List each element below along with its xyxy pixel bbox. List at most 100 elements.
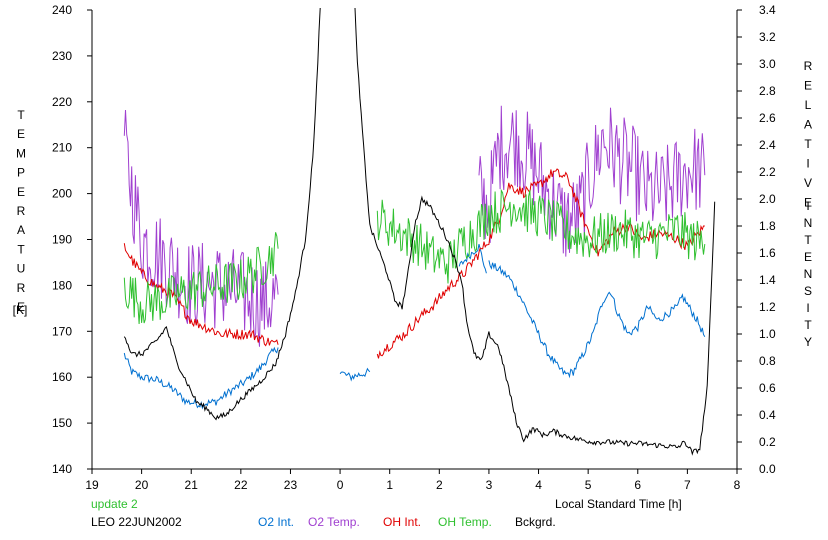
y-right-tick-label: 2.4 [759, 138, 776, 152]
y-left-label-letter: R [17, 281, 26, 295]
legend-entry: O2 Temp. [308, 515, 360, 529]
y-left-tick-label: 140 [52, 462, 72, 476]
legend-entry: Bckgrd. [515, 515, 556, 529]
series-line [123, 346, 279, 410]
y-right-label-letter: V [804, 176, 812, 190]
y-right-label-letter: E [804, 79, 812, 93]
series-line [376, 188, 706, 284]
y-right-label-letter: N [804, 267, 813, 281]
y-right-tick-label: 0.6 [759, 381, 776, 395]
x-tick-label: 23 [284, 478, 298, 492]
y-right-label-letter: Y [804, 335, 812, 349]
y-right-tick-label: 2.6 [759, 111, 776, 125]
legend: O2 Int. O2 Temp. OH Int. OH Temp. Bckgrd. [258, 515, 556, 529]
x-tick-label: 3 [486, 478, 493, 492]
y-right-label-letter: T [804, 318, 812, 332]
y-left-label-letter: E [17, 185, 25, 199]
y-left-tick-label: 220 [52, 95, 72, 109]
y-left-label-letter: R [17, 204, 26, 218]
y-left-tick-label: 190 [52, 233, 72, 247]
y-right-tick-label: 3.4 [759, 3, 776, 17]
x-tick-label: 2 [436, 478, 443, 492]
y-left-tick-label: 230 [52, 49, 72, 63]
y-right-tick-label: 3.0 [759, 57, 776, 71]
y-right-label-letter: T [804, 137, 812, 151]
axes: 19 20 21 22 23 0 1 2 3 4 5 6 7 8140150160170180190200… [52, 3, 776, 492]
status-note: update 2 [91, 497, 138, 511]
legend-entry: OH Temp. [438, 515, 492, 529]
y-right-label-letter: S [804, 284, 812, 298]
series-line [123, 109, 279, 347]
y-right-label-letter: T [804, 233, 812, 247]
series-line [354, 7, 716, 456]
y-right-tick-label: 0.0 [759, 462, 776, 476]
y-right-label-letter: I [806, 301, 809, 315]
series-line [458, 243, 487, 274]
y-right-tick-label: 0.8 [759, 354, 776, 368]
y-right-label-letter: E [804, 250, 812, 264]
x-axis-label: Local Standard Time [h] [555, 497, 682, 511]
y-right-tick-label: 2.0 [759, 192, 776, 206]
y-left-tick-label: 240 [52, 3, 72, 17]
station-label: LEO 22JUN2002 [91, 515, 182, 529]
y-left-label-letter: P [17, 166, 25, 180]
y-left-label-letter: E [17, 127, 25, 141]
series-bckgrd [123, 7, 716, 456]
y-right-tick-label: 1.2 [759, 300, 776, 314]
y-right-label-letter: E [804, 196, 812, 210]
y-left-unit-label: [K] [13, 303, 28, 317]
series-line [488, 260, 706, 379]
y-right-label-letter: L [805, 98, 812, 112]
series-line [123, 243, 279, 347]
y-left-tick-label: 210 [52, 141, 72, 155]
series-line [123, 7, 321, 421]
x-tick-label: 22 [234, 478, 248, 492]
x-tick-label: 8 [734, 478, 741, 492]
series-oh-temp [123, 188, 706, 325]
y-left-tick-label: 180 [52, 278, 72, 292]
labels-group: update 2 LEO 22JUN2002 Local Standard Ti… [13, 59, 813, 529]
y-left-label-letter: T [17, 242, 25, 256]
y-left-label-letter: M [16, 146, 26, 160]
y-right-tick-label: 2.8 [759, 84, 776, 98]
y-right-tick-label: 3.2 [759, 30, 776, 44]
series-line [123, 232, 279, 325]
y-right-tick-label: 1.4 [759, 273, 776, 287]
y-right-tick-label: 2.2 [759, 165, 776, 179]
series-line [376, 168, 705, 359]
y-right-label-letter: A [804, 118, 812, 132]
y-right-tick-label: 0.4 [759, 408, 776, 422]
y-right-tick-label: 1.8 [759, 219, 776, 233]
x-tick-label: 7 [684, 478, 691, 492]
legend-entry: O2 Int. [258, 515, 294, 529]
series-line [339, 367, 371, 382]
series-line [478, 105, 706, 257]
x-tick-label: 1 [386, 478, 393, 492]
y-left-label-letter: U [17, 262, 26, 276]
y-left-tick-label: 150 [52, 416, 72, 430]
legend-entry: OH Int. [383, 515, 421, 529]
y-left-label-letter: T [17, 108, 25, 122]
series-group [123, 7, 716, 456]
y-right-label-letter: I [806, 157, 809, 171]
y-right-tick-label: 1.0 [759, 327, 776, 341]
y-right-label-letter: N [804, 216, 813, 230]
x-tick-label: 21 [185, 478, 199, 492]
y-left-tick-label: 170 [52, 324, 72, 338]
x-tick-label: 4 [535, 478, 542, 492]
x-tick-label: 0 [337, 478, 344, 492]
y-left-label-letter: E [17, 300, 25, 314]
x-tick-label: 20 [135, 478, 149, 492]
x-tick-label: 19 [85, 478, 99, 492]
y-left-label-letter: A [17, 223, 25, 237]
series-oh-int [123, 168, 705, 359]
y-right-tick-label: 0.2 [759, 435, 776, 449]
y-right-tick-label: 1.6 [759, 246, 776, 260]
x-tick-label: 5 [585, 478, 592, 492]
x-tick-label: 6 [634, 478, 641, 492]
y-right-label-letter: R [804, 59, 813, 73]
y-right-label-letter: I [806, 199, 809, 213]
y-left-tick-label: 200 [52, 187, 72, 201]
